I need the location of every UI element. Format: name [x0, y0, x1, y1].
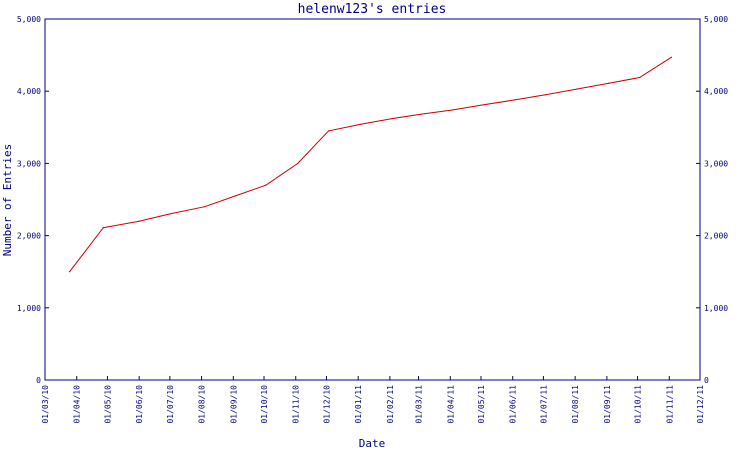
data-point	[391, 118, 393, 120]
x-axis-label: Date	[359, 437, 386, 450]
y-tick-label-right: 2,000	[704, 232, 728, 241]
data-point	[297, 162, 299, 164]
x-tick-label: 01/06/11	[509, 385, 518, 424]
y-tick-label-left: 3,000	[17, 159, 41, 168]
data-point	[482, 104, 484, 106]
x-tick-label: 01/10/11	[634, 385, 643, 424]
x-tick-label: 01/09/10	[229, 385, 238, 424]
y-tick-label-left: 1,000	[17, 304, 41, 313]
data-point	[68, 271, 71, 273]
data-point	[169, 213, 171, 215]
data-point	[359, 123, 361, 126]
y-tick-label-right: 0	[704, 376, 709, 385]
chart-title: helenw123's entries	[298, 2, 447, 17]
x-tick-label: 01/05/10	[103, 385, 112, 424]
y-tick-label-left: 5,000	[17, 15, 41, 24]
x-tick-label: 01/05/11	[477, 385, 486, 424]
data-point	[514, 99, 516, 101]
plot-area-border	[44, 18, 701, 381]
x-tick-label: 01/07/11	[539, 385, 548, 424]
x-tick-label: 01/08/10	[198, 385, 207, 424]
x-tick-label: 01/04/10	[73, 385, 82, 424]
data-point	[204, 206, 206, 208]
data-point	[138, 220, 140, 222]
x-axis: 01/03/10 01/04/10 01/05/10 01/06/10 01/07/10…	[41, 376, 705, 424]
y-tick-label-left: 2,000	[17, 232, 41, 241]
x-tick-label: 01/08/11	[571, 385, 580, 424]
series-line	[69, 56, 672, 273]
x-tick-label: 01/06/10	[135, 385, 144, 424]
data-point	[451, 109, 453, 111]
data-point	[265, 184, 267, 186]
x-tick-label: 01/03/10	[41, 385, 50, 424]
data-point	[544, 94, 547, 96]
x-tick-label: 01/12/10	[322, 385, 331, 424]
series-layer	[68, 56, 672, 273]
data-point	[670, 56, 672, 58]
data-point	[420, 113, 422, 115]
x-tick-label: 01/09/11	[603, 385, 612, 424]
x-tick-label: 01/12/11	[696, 385, 705, 424]
x-tick-label: 01/11/11	[665, 385, 674, 424]
y-tick-label-left: 4,000	[17, 87, 41, 96]
y-tick-label-right: 1,000	[704, 304, 728, 313]
data-point	[102, 227, 104, 229]
data-point	[608, 82, 610, 84]
data-point	[327, 130, 330, 132]
x-tick-label: 01/01/11	[354, 385, 363, 424]
x-tick-label: 01/02/11	[386, 385, 395, 424]
x-tick-label: 01/10/10	[260, 385, 269, 424]
plot-frame	[44, 18, 701, 381]
x-tick-label: 01/04/11	[446, 385, 455, 424]
y-axis-label: Number of Entries	[1, 144, 14, 257]
y-tick-label-right: 4,000	[704, 87, 728, 96]
x-tick-label: 01/11/10	[292, 385, 301, 424]
y-tick-label-right: 3,000	[704, 159, 728, 168]
y-tick-label-left: 0	[36, 376, 41, 385]
x-tick-label: 01/03/11	[415, 385, 424, 424]
y-axis-left: 0 1,000 2,000 3,000 4,000 5,000	[17, 15, 49, 385]
x-tick-label: 01/07/10	[166, 385, 175, 424]
y-tick-label-right: 5,000	[704, 15, 728, 24]
data-point	[234, 195, 236, 197]
data-point	[576, 88, 578, 90]
data-point	[639, 76, 641, 79]
y-axis-right: 0 1,000 2,000 3,000 4,000 5,000	[696, 15, 728, 385]
